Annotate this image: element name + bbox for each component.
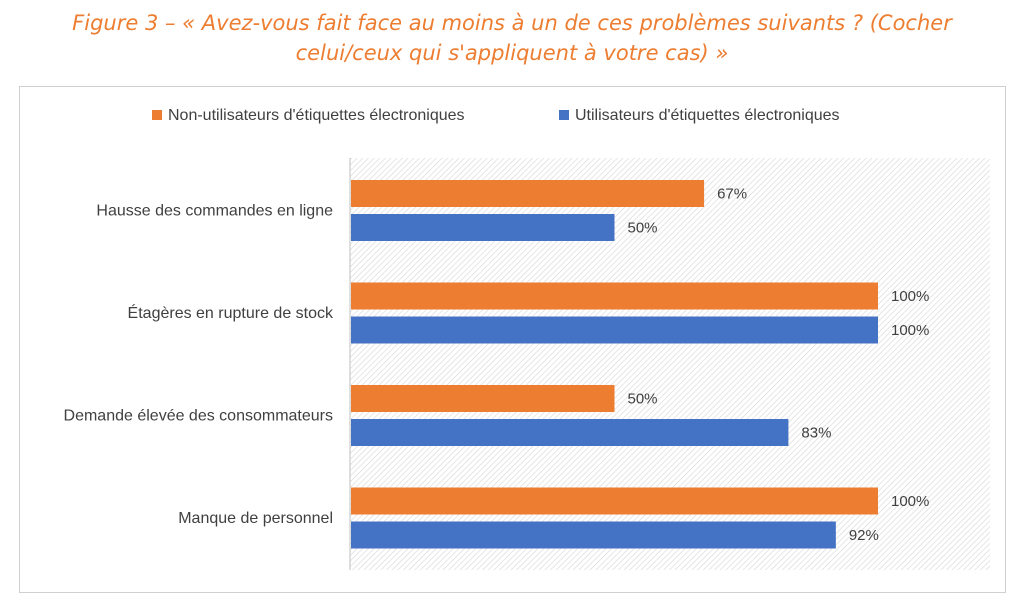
category-label-demande-elevee-des-consommateurs: Demande élevée des consommateurs	[64, 408, 333, 425]
legend-swatch-2	[559, 110, 569, 120]
bar-etageres-en-rupture-de-stock-series-2	[351, 316, 878, 344]
legend-item-2: Utilisateurs d'étiquettes électroniques	[559, 107, 840, 124]
legend-item-1: Non-utilisateurs d'étiquettes électroniq…	[152, 107, 465, 124]
bar-hausse-des-commandes-en-ligne-series-1	[351, 180, 705, 207]
data-label-etageres-en-rupture-de-stock-series-1: 100%	[891, 288, 929, 305]
bar-hausse-des-commandes-en-ligne-series-2	[351, 214, 615, 241]
category-label-manque-de-personnel: Manque de personnel	[178, 510, 333, 527]
bar-manque-de-personnel-series-1	[351, 487, 878, 515]
data-label-demande-elevee-des-consommateurs-series-2: 83%	[801, 425, 831, 442]
chart-title: Figure 3 – « Avez-vous fait face au moin…	[0, 8, 1024, 68]
chart-title-line-2: celui/ceux qui s'appliquent à votre cas)…	[295, 41, 729, 65]
data-label-hausse-des-commandes-en-ligne-series-1: 67%	[717, 186, 747, 203]
data-label-manque-de-personnel-series-2: 92%	[849, 527, 879, 544]
category-labels: Hausse des commandes en ligne Étagères en…	[64, 203, 334, 528]
legend-swatch-1	[152, 110, 162, 120]
chart-legend: Non-utilisateurs d'étiquettes électroniq…	[152, 107, 840, 124]
category-label-etageres-en-rupture-de-stock: Étagères en rupture de stock	[128, 303, 334, 322]
legend-label-2: Utilisateurs d'étiquettes électroniques	[575, 107, 840, 124]
bar-manque-de-personnel-series-2	[351, 521, 836, 549]
chart-frame	[19, 86, 1006, 593]
data-label-hausse-des-commandes-en-ligne-series-2: 50%	[628, 220, 658, 237]
bar-series	[351, 180, 878, 549]
legend-label-1: Non-utilisateurs d'étiquettes électroniq…	[168, 107, 465, 124]
data-label-demande-elevee-des-consommateurs-series-1: 50%	[628, 391, 658, 408]
data-label-manque-de-personnel-series-1: 100%	[891, 493, 929, 510]
data-label-etageres-en-rupture-de-stock-series-2: 100%	[891, 322, 929, 339]
category-label-hausse-des-commandes-en-ligne: Hausse des commandes en ligne	[96, 203, 333, 220]
chart-title-line-1: Figure 3 – « Avez-vous fait face au moin…	[72, 11, 952, 35]
bar-demande-elevee-des-consommateurs-series-1	[351, 385, 615, 412]
data-labels: 67% 50% 100% 100% 50% 83% 100% 92%	[628, 186, 930, 545]
bar-demande-elevee-des-consommateurs-series-2	[351, 419, 789, 446]
bar-etageres-en-rupture-de-stock-series-1	[351, 282, 878, 310]
